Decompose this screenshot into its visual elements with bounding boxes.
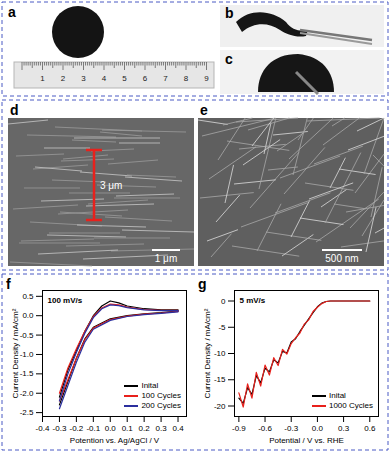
html-text:200 Cycles: 200 Cycles — [141, 401, 181, 410]
svg-text:0.0: 0.0 — [312, 424, 324, 433]
svg-text:5 mV/s: 5 mV/s — [240, 296, 266, 305]
svg-text:0.3: 0.3 — [338, 424, 350, 433]
svg-text:0.1: 0.1 — [122, 424, 134, 433]
html-text:Inital: Inital — [141, 381, 159, 390]
svg-text:-1.0: -1.0 — [20, 350, 34, 359]
svg-text:0.0: 0.0 — [105, 424, 117, 433]
svg-text:Potention vs. Ag/AgCl / V: Potention vs. Ag/AgCl / V — [70, 436, 160, 445]
svg-text:a: a — [8, 4, 16, 20]
svg-text:-0.3: -0.3 — [284, 424, 298, 433]
svg-text:3 μm: 3 μm — [100, 180, 122, 191]
svg-text:-0.6: -0.6 — [258, 424, 272, 433]
svg-text:0.3: 0.3 — [156, 424, 168, 433]
svg-text:b: b — [225, 5, 234, 21]
svg-text:-10: -10 — [214, 349, 226, 358]
svg-text:4: 4 — [102, 74, 107, 83]
svg-text:-2.0: -2.0 — [20, 389, 34, 398]
html-text:Inital: Inital — [329, 391, 346, 400]
svg-text:-0.4: -0.4 — [36, 424, 50, 433]
html-text:100 Cycles: 100 Cycles — [141, 391, 181, 400]
svg-text:e: e — [200, 102, 208, 118]
svg-text:-15: -15 — [214, 375, 226, 384]
svg-text:0.2: 0.2 — [139, 424, 151, 433]
svg-text:Potential / V vs. RHE: Potential / V vs. RHE — [269, 436, 344, 445]
svg-text:3: 3 — [81, 74, 86, 83]
svg-text:c: c — [225, 51, 233, 67]
svg-text:8: 8 — [184, 74, 189, 83]
svg-text:0.5: 0.5 — [22, 292, 34, 301]
svg-text:Current Density / mA/cm²: Current Density / mA/cm² — [11, 308, 20, 398]
html-text:1000 Cycles: 1000 Cycles — [329, 401, 373, 410]
svg-text:0.0: 0.0 — [22, 311, 34, 320]
svg-text:d: d — [10, 102, 19, 118]
svg-text:0.6: 0.6 — [364, 424, 376, 433]
svg-text:0.4: 0.4 — [172, 424, 184, 433]
svg-text:-5: -5 — [218, 323, 226, 332]
svg-text:-0.9: -0.9 — [232, 424, 246, 433]
svg-text:-0.5: -0.5 — [20, 331, 34, 340]
html-text:f: f — [6, 276, 11, 292]
svg-text:7: 7 — [163, 74, 168, 83]
svg-text:1 μm: 1 μm — [155, 253, 177, 264]
svg-text:Current Density / mA/cm²: Current Density / mA/cm² — [203, 308, 212, 398]
svg-text:-1.5: -1.5 — [20, 369, 34, 378]
svg-text:0: 0 — [221, 297, 226, 306]
svg-text:6: 6 — [143, 74, 148, 83]
svg-text:-20: -20 — [214, 402, 226, 411]
html-text:g: g — [198, 276, 207, 292]
svg-text:5: 5 — [122, 74, 127, 83]
svg-text:-0.1: -0.1 — [86, 424, 100, 433]
svg-text:1: 1 — [40, 74, 45, 83]
svg-text:-0.2: -0.2 — [69, 424, 83, 433]
svg-text:9: 9 — [204, 74, 209, 83]
svg-text:-2.5: -2.5 — [20, 408, 34, 417]
svg-text:100 mV/s: 100 mV/s — [48, 296, 83, 305]
svg-text:-0.3: -0.3 — [53, 424, 67, 433]
svg-text:2: 2 — [61, 74, 66, 83]
svg-text:500 nm: 500 nm — [325, 253, 358, 264]
